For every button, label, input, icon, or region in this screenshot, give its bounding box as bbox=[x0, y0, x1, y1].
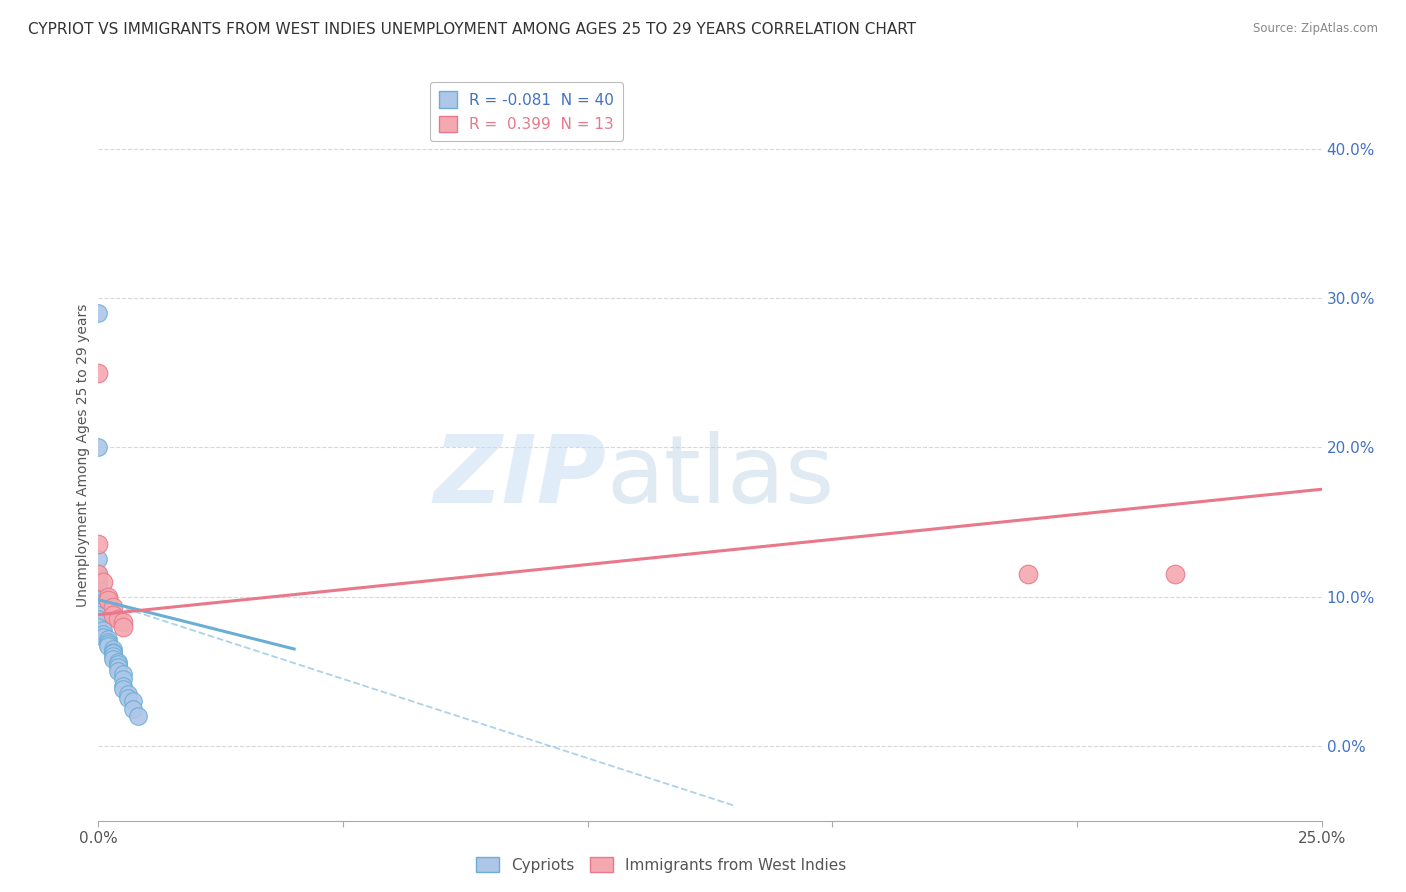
Point bbox=[97, 634, 120, 648]
Point bbox=[111, 619, 134, 633]
Point bbox=[101, 652, 124, 666]
Point bbox=[101, 642, 124, 657]
Text: Source: ZipAtlas.com: Source: ZipAtlas.com bbox=[1253, 22, 1378, 36]
Point bbox=[97, 590, 120, 604]
Y-axis label: Unemployment Among Ages 25 to 29 years: Unemployment Among Ages 25 to 29 years bbox=[76, 303, 90, 607]
Point bbox=[91, 627, 114, 641]
Point bbox=[87, 567, 110, 582]
Point bbox=[117, 687, 139, 701]
Point bbox=[107, 665, 129, 679]
Point bbox=[101, 600, 124, 615]
Point bbox=[101, 607, 124, 622]
Point bbox=[111, 679, 134, 693]
Point bbox=[87, 441, 110, 455]
Point bbox=[107, 660, 129, 674]
Point bbox=[97, 639, 120, 653]
Point bbox=[111, 615, 134, 629]
Point bbox=[97, 632, 120, 646]
Point bbox=[91, 623, 114, 637]
Text: atlas: atlas bbox=[606, 431, 834, 523]
Point bbox=[87, 597, 110, 611]
Point bbox=[1164, 567, 1187, 582]
Text: ZIP: ZIP bbox=[433, 431, 606, 523]
Point bbox=[117, 691, 139, 706]
Point bbox=[87, 615, 110, 629]
Point bbox=[87, 607, 110, 622]
Text: CYPRIOT VS IMMIGRANTS FROM WEST INDIES UNEMPLOYMENT AMONG AGES 25 TO 29 YEARS CO: CYPRIOT VS IMMIGRANTS FROM WEST INDIES U… bbox=[28, 22, 917, 37]
Point bbox=[91, 630, 114, 644]
Point bbox=[87, 605, 110, 619]
Point bbox=[101, 649, 124, 664]
Point bbox=[87, 590, 110, 604]
Point bbox=[121, 694, 143, 708]
Point bbox=[87, 306, 110, 320]
Point bbox=[101, 647, 124, 661]
Point bbox=[97, 592, 120, 607]
Point bbox=[87, 552, 110, 566]
Point bbox=[111, 682, 134, 697]
Point bbox=[101, 645, 124, 659]
Point bbox=[127, 709, 149, 723]
Point bbox=[87, 537, 110, 551]
Point bbox=[87, 592, 110, 607]
Point bbox=[87, 366, 110, 380]
Point bbox=[107, 657, 129, 671]
Point bbox=[87, 612, 110, 626]
Point bbox=[111, 672, 134, 686]
Point bbox=[97, 638, 120, 652]
Point bbox=[121, 701, 143, 715]
Point bbox=[87, 582, 110, 597]
Point bbox=[107, 612, 129, 626]
Point bbox=[87, 567, 110, 582]
Point bbox=[87, 574, 110, 589]
Point bbox=[87, 601, 110, 615]
Legend: Cypriots, Immigrants from West Indies: Cypriots, Immigrants from West Indies bbox=[470, 851, 852, 879]
Point bbox=[107, 656, 129, 670]
Point bbox=[87, 619, 110, 633]
Point bbox=[1017, 567, 1039, 582]
Point bbox=[91, 574, 114, 589]
Point bbox=[111, 667, 134, 681]
